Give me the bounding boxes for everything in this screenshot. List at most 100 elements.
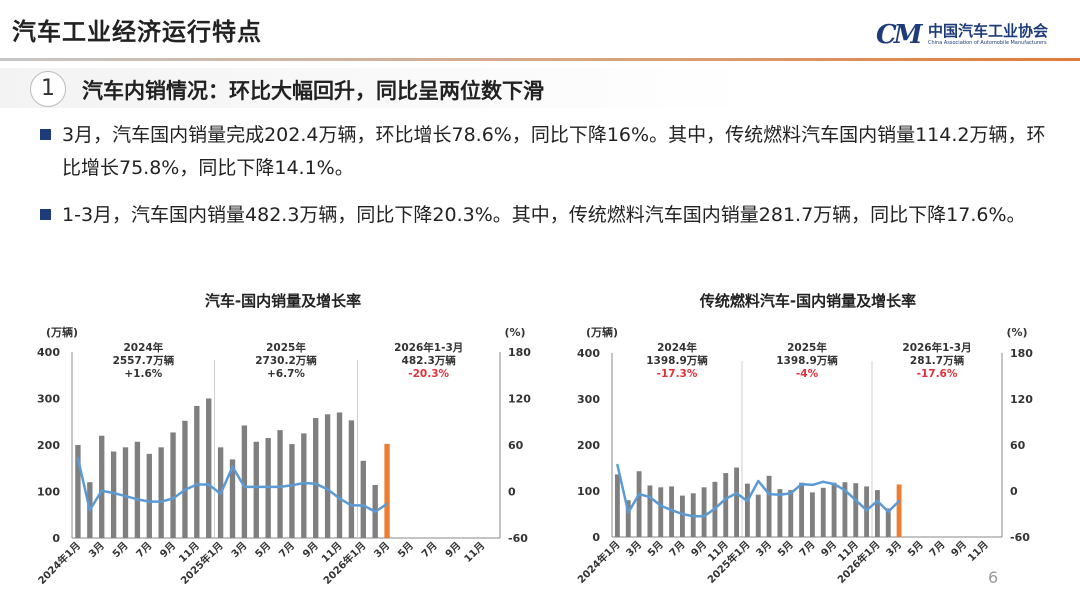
caam-logo: CM 中国汽车工业协会 China Association of Automob… — [876, 18, 1076, 54]
sales-bar — [360, 460, 366, 538]
sales-bar — [384, 443, 390, 538]
growth-rate-point — [266, 485, 270, 489]
growth-rate-point — [767, 492, 771, 496]
growth-rate-point — [231, 465, 234, 468]
sales-bar — [625, 500, 631, 537]
header-divider — [0, 58, 1080, 61]
growth-rate-point — [350, 504, 353, 507]
sales-bar — [864, 486, 870, 537]
growth-rate-point — [854, 499, 857, 502]
right-tick-label: -60 — [508, 532, 528, 545]
sales-bar — [146, 453, 152, 538]
x-tick-label: 5月 — [253, 540, 273, 560]
growth-rate-point — [373, 510, 377, 513]
left-tick-label: 100 — [37, 486, 60, 499]
annotation-year: 2025年 — [787, 341, 827, 354]
page-number: 6 — [988, 568, 999, 587]
x-tick-label: 9月 — [158, 540, 178, 560]
growth-rate-point — [887, 510, 890, 513]
annotation-year: 2025年 — [266, 341, 306, 354]
sales-bar — [788, 490, 794, 537]
growth-rate-point — [148, 500, 151, 503]
growth-rate-point — [255, 485, 258, 489]
x-tick-label: 2024年1月 — [575, 538, 623, 586]
growth-rate-point — [800, 482, 803, 486]
bullet-item: 1-3月，汽车国内销量482.3万辆，同比下降20.3%。其中，传统燃料汽车国内… — [40, 199, 1050, 232]
growth-rate-point — [278, 485, 282, 489]
growth-rate-point — [713, 507, 717, 510]
growth-rate-point — [112, 491, 115, 495]
x-tick-label: 3月 — [884, 539, 904, 559]
growth-rate-point — [207, 483, 210, 486]
right-axis-unit: (%) — [1006, 326, 1027, 339]
annotation-change: -4% — [796, 368, 819, 380]
left-tick-label: 400 — [577, 347, 600, 360]
growth-rate-point — [811, 483, 814, 487]
annotation-year: 2026年1-3月 — [394, 341, 463, 354]
x-tick-label: 3月 — [229, 540, 249, 560]
sales-bar — [799, 482, 805, 537]
growth-rate-point — [159, 500, 163, 503]
left-tick-label: 200 — [37, 439, 60, 452]
left-tick-label: 200 — [577, 439, 600, 452]
x-tick-label: 3月 — [624, 539, 644, 559]
annotation-total: 2730.2万辆 — [255, 354, 317, 367]
bullet-square-icon — [40, 129, 51, 140]
sales-bar — [669, 486, 675, 537]
growth-rate-point — [243, 485, 246, 489]
x-tick-label: 7月 — [419, 540, 439, 560]
section-number: 1 — [30, 71, 66, 107]
sales-bar — [853, 483, 859, 537]
sales-bar — [755, 494, 761, 537]
growth-rate-point — [136, 498, 139, 501]
left-tick-label: 300 — [577, 393, 600, 406]
left-axis-unit: (万辆) — [46, 325, 78, 339]
sales-bar — [122, 447, 129, 538]
right-tick-label: 180 — [508, 346, 531, 359]
sales-bar — [110, 451, 117, 538]
left-tick-label: 100 — [577, 485, 600, 498]
sales-bar — [229, 459, 236, 538]
growth-rate-point — [670, 508, 673, 512]
sales-bar — [614, 474, 620, 537]
sales-bar — [336, 412, 343, 538]
growth-rate-point — [648, 495, 652, 499]
sales-bar — [277, 430, 283, 538]
right-tick-label: 0 — [508, 486, 516, 499]
growth-rate-point — [362, 504, 365, 507]
growth-rate-point — [302, 481, 306, 485]
bullet-square-icon — [40, 209, 51, 220]
growth-rate-point — [897, 499, 901, 503]
growth-rate-point — [865, 508, 868, 512]
bullet-text: 1-3月，汽车国内销量482.3万辆，同比下降20.3%。其中，传统燃料汽车国内… — [62, 204, 1026, 226]
section-heading: 汽车内销情况：环比大幅回升，同比呈两位数下滑 — [82, 79, 544, 103]
sales-bar — [636, 471, 642, 537]
growth-rate-point — [659, 504, 662, 507]
left-axis-unit: (万辆) — [586, 325, 618, 339]
x-tick-label: 5月 — [775, 539, 795, 559]
annotation-change: +1.6% — [124, 368, 162, 380]
right-tick-label: 60 — [508, 439, 524, 452]
sales-bar — [820, 487, 826, 537]
sales-bar — [658, 487, 664, 537]
growth-rate-point — [822, 480, 825, 483]
growth-rate-point — [876, 499, 879, 503]
sales-bar — [874, 490, 880, 537]
sales-bar — [301, 433, 307, 538]
sales-bar — [313, 418, 319, 538]
annotation-change: +6.7% — [267, 368, 305, 380]
growth-rate-point — [195, 483, 199, 486]
sales-bar — [885, 508, 891, 537]
growth-rate-point — [616, 463, 619, 467]
sales-bar — [253, 441, 259, 538]
growth-rate-point — [789, 492, 792, 495]
growth-rate-point — [637, 492, 641, 496]
logo-text-en: China Association of Automobile Manufact… — [928, 40, 1047, 46]
growth-rate-point — [219, 492, 222, 496]
x-tick-label: 11月 — [965, 539, 990, 564]
x-tick-label: 3月 — [372, 540, 392, 560]
right-tick-label: 60 — [1010, 439, 1026, 452]
x-tick-label: 7月 — [134, 540, 154, 560]
x-tick-label: 7月 — [277, 540, 297, 560]
